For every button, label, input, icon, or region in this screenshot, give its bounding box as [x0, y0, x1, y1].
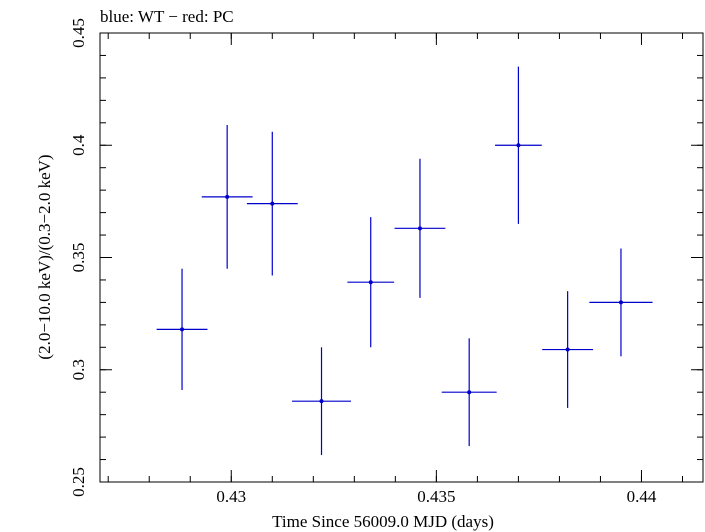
plot-frame: [99, 32, 704, 483]
x-tick-label: 0.44: [627, 487, 657, 506]
data-point: [495, 66, 542, 224]
data-point: [291, 347, 352, 456]
data-points: [156, 66, 653, 456]
point-marker: [368, 280, 373, 285]
y-tick-label: 0.45: [69, 18, 88, 48]
data-point: [347, 217, 395, 348]
y-axis-label: (2.0−10.0 keV)/(0.3−2.0 keV): [35, 154, 54, 359]
x-axis-label: Time Since 56009.0 MJD (days): [272, 512, 494, 531]
point-marker: [618, 300, 623, 305]
y-tick-label: 0.35: [69, 243, 88, 273]
point-marker: [565, 347, 570, 352]
data-point: [201, 125, 253, 269]
x-tick-labels: 0.43 0.435 0.44: [216, 487, 656, 506]
data-point: [441, 338, 497, 447]
x-tick-label: 0.43: [216, 487, 246, 506]
y-tick-labels: 0.25 0.3 0.35 0.4 0.45: [69, 18, 88, 497]
point-marker: [225, 194, 230, 199]
x-tick-label: 0.435: [417, 487, 455, 506]
y-tick-label: 0.3: [69, 359, 88, 380]
data-point: [394, 158, 446, 298]
point-marker: [270, 201, 275, 206]
chart-title: blue: WT − red: PC: [100, 7, 234, 26]
point-marker: [180, 327, 185, 332]
data-point: [156, 268, 208, 390]
y-tick-label: 0.4: [69, 134, 88, 156]
point-marker: [319, 399, 324, 404]
data-point: [589, 248, 653, 357]
data-point: [246, 131, 298, 276]
point-marker: [417, 226, 422, 231]
point-marker: [467, 390, 472, 395]
y-tick-label: 0.25: [69, 467, 88, 497]
point-marker: [516, 143, 521, 148]
axis-ticks: [100, 32, 703, 483]
data-point: [542, 291, 594, 408]
